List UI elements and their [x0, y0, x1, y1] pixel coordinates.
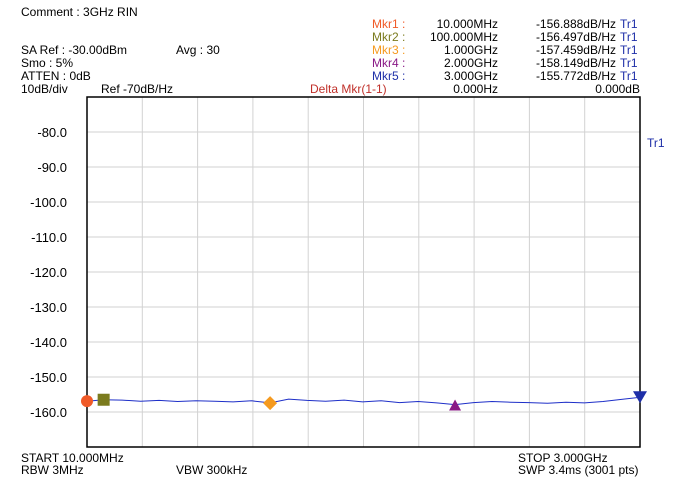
y-tick-label: -90.0 — [37, 160, 67, 175]
start-frequency-label: START 10.000MHz — [21, 451, 124, 465]
stop-frequency-label: STOP 3.000GHz — [518, 451, 608, 465]
marker4-value: -158.149dB/Hz — [535, 56, 616, 70]
y-tick-label: -150.0 — [30, 370, 67, 385]
y-tick-label: -100.0 — [30, 195, 67, 210]
scale-label: 10dB/div — [21, 82, 68, 96]
marker2-trace: Tr1 — [620, 30, 638, 44]
avg-label: Avg : 30 — [176, 43, 220, 57]
marker5-symbol — [633, 391, 647, 404]
marker1-label: Mkr1 : — [372, 17, 406, 31]
plot-grid — [86, 96, 641, 448]
y-tick-label: -120.0 — [30, 265, 67, 280]
attenuation-label: ATTEN : 0dB — [21, 69, 91, 83]
marker3-trace: Tr1 — [620, 43, 638, 57]
y-tick-label: -140.0 — [30, 335, 67, 350]
marker3-symbol — [263, 396, 278, 411]
marker2-frequency: 100.000MHz — [429, 30, 498, 44]
y-tick-label: -110.0 — [31, 230, 67, 245]
delta-marker-value: 0.000dB — [595, 82, 640, 96]
reference-level-label: Ref -70dB/Hz — [101, 82, 174, 96]
marker5-frequency: 3.000GHz — [443, 69, 498, 83]
marker1-trace: Tr1 — [620, 17, 638, 31]
trace-indicator: Tr1 — [647, 136, 665, 150]
marker3-label: Mkr3 : — [372, 43, 406, 57]
marker1-symbol — [81, 395, 93, 408]
delta-marker-frequency: 0.000Hz — [453, 82, 498, 96]
marker1-frequency: 10.000MHz — [436, 17, 498, 31]
smoothing-label: Smo : 5% — [21, 56, 74, 70]
marker5-value: -155.772dB/Hz — [535, 69, 616, 83]
vbw-label: VBW 300kHz — [176, 463, 248, 477]
y-tick-label: -80.0 — [37, 125, 67, 140]
marker2-value: -156.497dB/Hz — [535, 30, 616, 44]
marker1-value: -156.888dB/Hz — [535, 17, 616, 31]
y-axis-ticks: -80.0 -90.0 -100.0 -110.0 -120.0 -130.0 -140.0… — [30, 125, 67, 420]
plot-frame — [86, 96, 641, 448]
marker3-value: -157.459dB/Hz — [535, 43, 616, 57]
marker5-trace: Tr1 — [620, 69, 638, 83]
marker3-frequency: 1.000GHz — [443, 43, 498, 57]
marker-symbols — [81, 391, 647, 411]
y-tick-label: -160.0 — [30, 405, 67, 420]
rbw-label: RBW 3MHz — [21, 463, 84, 477]
trace-line — [86, 396, 641, 406]
delta-marker-label: Delta Mkr(1-1) — [310, 82, 387, 96]
y-tick-label: -130.0 — [30, 300, 67, 315]
marker5-label: Mkr5 : — [372, 69, 406, 83]
marker2-symbol — [97, 393, 110, 406]
marker4-frequency: 2.000GHz — [443, 56, 498, 70]
marker4-label: Mkr4 : — [372, 56, 406, 70]
sweep-label: SWP 3.4ms (3001 pts) — [518, 463, 639, 477]
marker4-trace: Tr1 — [620, 56, 638, 70]
marker2-label: Mkr2 : — [372, 30, 406, 44]
comment-label: Comment : 3GHz RIN — [21, 5, 138, 19]
marker4-symbol — [449, 399, 462, 411]
sa-ref-label: SA Ref : -30.00dBm — [21, 43, 128, 57]
